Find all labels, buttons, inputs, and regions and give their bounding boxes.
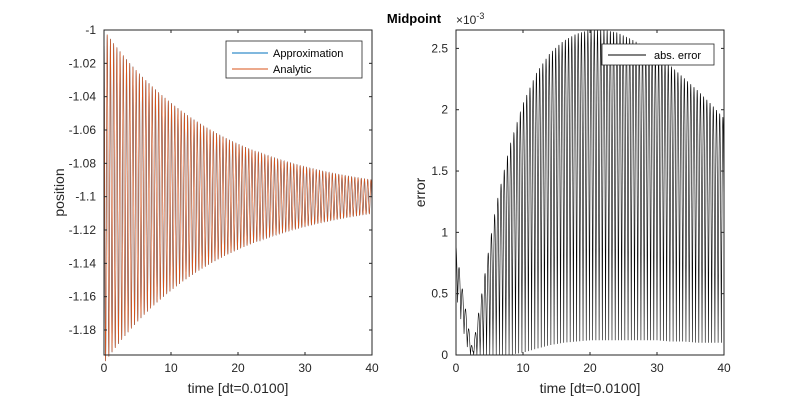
position-xlabel: time [dt=0.0100]: [188, 380, 289, 396]
y-tick-label: 0.5: [431, 287, 448, 301]
x-tick-label: 0: [453, 361, 460, 375]
y-tick-label: 2.5: [431, 41, 448, 55]
legend-label-approximation: Approximation: [273, 48, 343, 60]
x-tick-label: 20: [231, 361, 245, 375]
y-tick-label: -1.08: [69, 156, 97, 170]
error-legend: abs. error: [601, 43, 715, 66]
y-tick-label: -1.04: [69, 90, 97, 104]
y-tick-label: -1: [85, 23, 96, 37]
y-tick-label: -1.02: [69, 56, 97, 70]
position-axes: 0 10 20 30 40 -1.18 -1.16 -1.14 -1.12 -1.1 -1.08 -1…: [51, 23, 379, 396]
y-tick-label: -1.14: [69, 256, 97, 270]
error-ticks: 0 10 20 30 40 0 0.5 1 1.5 2 2.5: [431, 30, 731, 375]
y-tick-label: 2: [441, 103, 448, 117]
x-tick-label: 40: [365, 361, 379, 375]
error-legend-box: [601, 43, 715, 66]
y-tick-label: -1.18: [69, 323, 97, 337]
legend-label-abs-error: abs. error: [654, 50, 701, 62]
position-legend: Approximation Analytic: [225, 40, 363, 79]
x-tick-label: 20: [583, 361, 597, 375]
error-axes: 0 10 20 30 40 0 0.5 1 1.5 2 2.5 time [dt=0.0100] e…: [412, 11, 731, 396]
legend-label-analytic: Analytic: [273, 64, 312, 76]
series-line-abs-error: [455, 29, 725, 356]
x-tick-label: 10: [164, 361, 178, 375]
x-tick-label: 10: [516, 361, 530, 375]
error-ylabel: error: [412, 177, 428, 207]
figure-title: Midpoint: [387, 11, 442, 26]
x-tick-label: 0: [101, 361, 108, 375]
series-line-analytic: [103, 29, 373, 362]
y-tick-label: 1: [441, 225, 448, 239]
y-tick-label: -1.16: [69, 290, 97, 304]
x-tick-label: 40: [717, 361, 731, 375]
x-tick-label: 30: [298, 361, 312, 375]
error-xlabel: time [dt=0.0100]: [540, 380, 641, 396]
position-legend-box: [225, 40, 363, 79]
position-lines: [103, 29, 373, 362]
x-tick-label: 30: [650, 361, 664, 375]
error-exponent-label: ×10-3: [456, 11, 484, 27]
y-tick-label: -1.12: [69, 223, 97, 237]
position-ylabel: position: [51, 168, 67, 216]
error-lines: [455, 29, 725, 356]
y-tick-label: -1.1: [75, 190, 96, 204]
position-ticks: 0 10 20 30 40 -1.18 -1.16 -1.14 -1.12 -1.1 -1.08 -1…: [69, 23, 379, 375]
y-tick-label: -1.06: [69, 123, 97, 137]
y-tick-label: 0: [441, 348, 448, 362]
y-tick-label: 1.5: [431, 164, 448, 178]
